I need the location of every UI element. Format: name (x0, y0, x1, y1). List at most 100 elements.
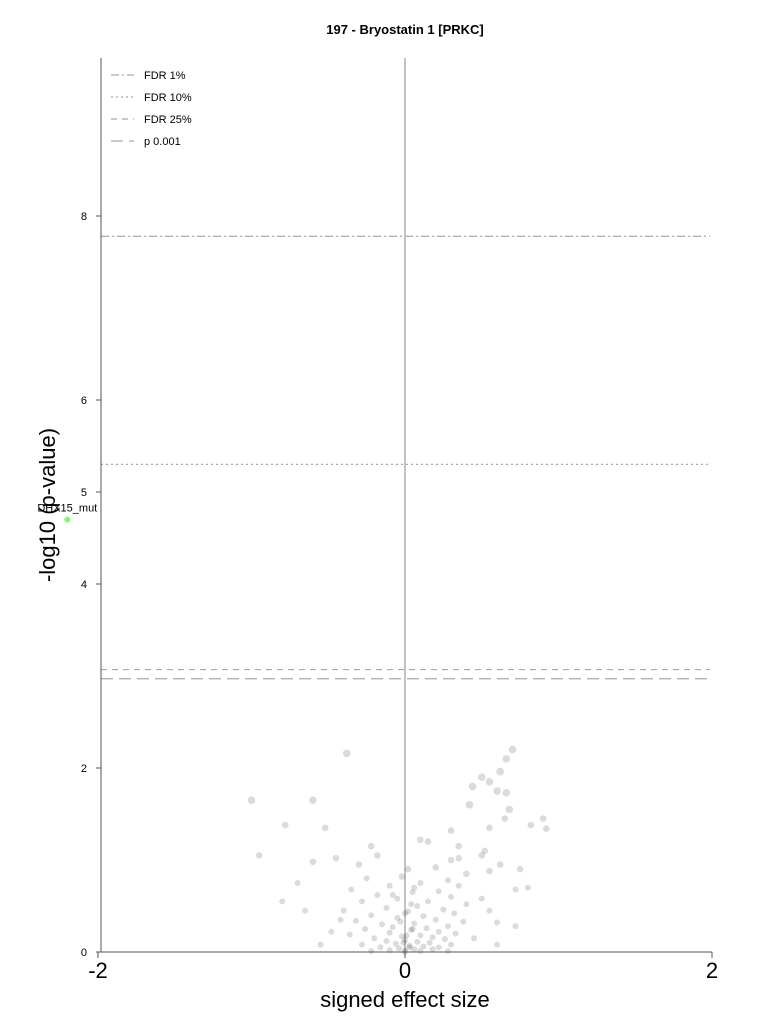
data-point (463, 870, 470, 878)
data-point (371, 935, 378, 942)
data-point (403, 932, 410, 939)
data-point (342, 749, 351, 758)
data-point (294, 880, 301, 886)
x-axis-title: signed effect size (320, 987, 490, 1012)
data-point (512, 923, 519, 930)
data-point (468, 782, 477, 791)
y-tick-label: 5 (81, 487, 87, 499)
data-point (397, 918, 404, 925)
highlight-point (64, 516, 71, 523)
data-point (348, 886, 355, 893)
data-point (444, 877, 451, 884)
data-point (463, 901, 470, 908)
data-point (493, 787, 501, 795)
legend-label: FDR 1% (144, 70, 186, 82)
data-point (302, 907, 309, 914)
data-point (328, 928, 335, 935)
data-point (448, 893, 455, 900)
data-point (481, 847, 489, 855)
data-point (402, 910, 408, 917)
y-axis-title: -log10 (p-value) (35, 428, 60, 582)
data-point (502, 789, 511, 797)
data-point (455, 854, 463, 862)
data-point (255, 852, 263, 859)
data-point (400, 939, 407, 946)
data-point (317, 941, 324, 948)
data-point (425, 898, 432, 905)
data-point (440, 906, 447, 913)
data-point (455, 882, 462, 889)
data-point (496, 767, 504, 776)
data-points (247, 745, 550, 955)
data-point (477, 773, 486, 781)
data-point (486, 907, 493, 914)
data-point (337, 916, 344, 923)
legend-label: p 0.001 (144, 136, 181, 148)
data-point (408, 901, 415, 908)
data-point (411, 920, 418, 927)
chart-title: 197 - Bryostatin 1 [PRKC] (326, 22, 483, 37)
data-point (444, 923, 451, 930)
data-point (420, 913, 427, 920)
data-point (432, 916, 439, 923)
data-point (368, 912, 375, 919)
y-tick-label: 6 (81, 395, 87, 407)
data-point (455, 842, 463, 850)
y-tick-label: 8 (81, 211, 87, 223)
data-point (309, 858, 317, 866)
data-point (448, 941, 455, 948)
y-tick-label: 4 (81, 579, 87, 591)
data-point (406, 942, 413, 949)
data-point (409, 889, 416, 896)
data-point (452, 930, 459, 937)
data-point (392, 940, 399, 947)
data-point (501, 815, 509, 822)
data-point (447, 827, 455, 834)
data-point (383, 904, 390, 911)
data-point (435, 944, 442, 951)
data-point (524, 884, 531, 891)
x-tick-label: 2 (706, 958, 718, 983)
data-point (394, 895, 401, 902)
data-point (508, 745, 517, 754)
data-point (355, 861, 363, 868)
data-point (417, 836, 424, 844)
data-point (460, 918, 467, 925)
data-point (368, 948, 375, 955)
data-point (417, 948, 424, 955)
data-point (502, 755, 511, 763)
data-point (471, 935, 478, 942)
data-point (429, 934, 436, 941)
data-point (406, 944, 413, 951)
data-point (247, 796, 256, 804)
data-point (398, 933, 405, 940)
x-tick-label: -2 (88, 958, 108, 983)
data-point (395, 945, 402, 952)
data-point (398, 873, 406, 880)
data-point (486, 867, 493, 875)
x-tick-label: 0 (399, 958, 411, 983)
data-point (383, 937, 390, 944)
data-point (486, 824, 493, 832)
data-point (402, 937, 408, 944)
data-point (424, 838, 432, 845)
data-point (404, 865, 412, 873)
data-point (512, 886, 519, 893)
data-point (417, 880, 424, 886)
data-point (516, 865, 524, 873)
data-point (332, 854, 340, 862)
data-point (423, 925, 430, 932)
data-point (281, 821, 289, 829)
data-point (340, 907, 347, 914)
highlight-point-group: DHX15_mut (37, 503, 97, 523)
data-point (309, 796, 317, 804)
data-point (527, 821, 535, 829)
data-point (362, 926, 369, 932)
data-point (441, 936, 448, 943)
data-point (478, 852, 486, 859)
data-point (352, 917, 359, 924)
data-point (374, 891, 381, 898)
data-point (494, 941, 501, 948)
data-point (539, 815, 547, 822)
data-point (377, 944, 384, 951)
